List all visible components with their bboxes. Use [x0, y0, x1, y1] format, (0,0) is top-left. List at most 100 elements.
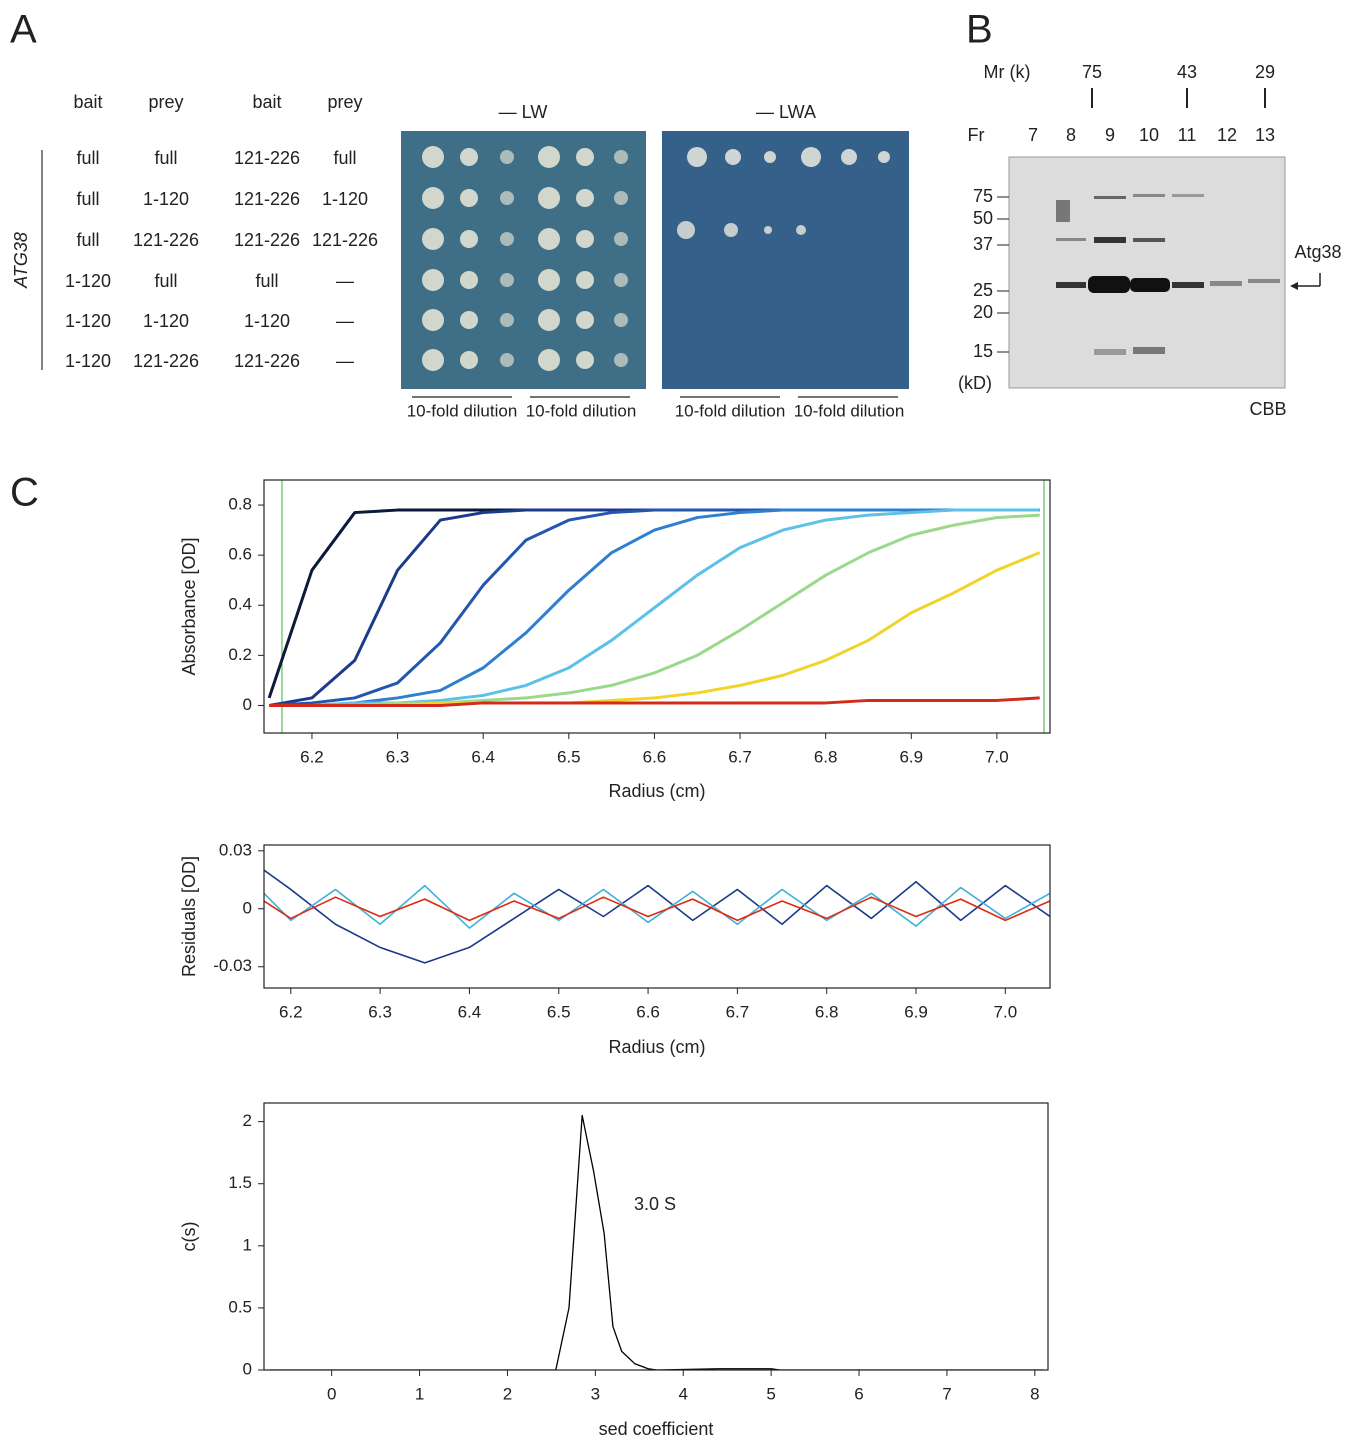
- colony: [460, 351, 478, 369]
- colony: [422, 269, 444, 291]
- y-tick-label: 0: [243, 898, 252, 917]
- fraction-label: Fr: [968, 125, 985, 145]
- fraction: 7: [1028, 125, 1038, 145]
- y-axis-label: c(s): [179, 1222, 199, 1252]
- table-cell: 1-120: [322, 189, 368, 209]
- table-cell: full: [333, 148, 356, 168]
- x-tick-label: 3: [591, 1384, 600, 1403]
- colony: [801, 147, 821, 167]
- table-cell: 121-226: [234, 148, 300, 168]
- colony: [538, 269, 560, 291]
- fraction: 11: [1178, 125, 1197, 145]
- colony: [614, 150, 628, 164]
- column-header: bait: [73, 92, 102, 112]
- kd-marker: 15: [973, 341, 993, 361]
- plate: [662, 131, 909, 389]
- fraction: 10: [1139, 125, 1159, 145]
- colony: [764, 226, 772, 234]
- dilution-label: 10-fold dilution: [526, 401, 637, 420]
- data-line: [269, 696, 1040, 707]
- x-tick-label: 8: [1030, 1384, 1039, 1403]
- y-axis-label: Residuals [OD]: [179, 856, 199, 977]
- y-tick-label: 0.8: [228, 495, 252, 514]
- colony: [576, 271, 594, 289]
- y-tick-label: 2: [243, 1111, 252, 1130]
- x-tick-label: 6.5: [557, 747, 581, 766]
- x-tick-label: 6.3: [386, 747, 410, 766]
- x-tick-label: 6.9: [904, 1002, 928, 1021]
- x-axis-label: sed coefficient: [599, 1419, 714, 1439]
- column-header: bait: [252, 92, 281, 112]
- y-tick-label: 0.6: [228, 545, 252, 564]
- x-tick-label: 7.0: [994, 1002, 1018, 1021]
- x-tick-label: 7: [942, 1384, 951, 1403]
- colony: [576, 148, 594, 166]
- colony: [500, 273, 514, 287]
- y-tick-label: 0: [243, 695, 252, 714]
- x-tick-label: 0: [327, 1384, 336, 1403]
- data-line: [269, 513, 1040, 707]
- colony: [576, 311, 594, 329]
- colony: [422, 309, 444, 331]
- table-cell: 1-120: [143, 311, 189, 331]
- colony: [538, 228, 560, 250]
- plate-title: — LW: [499, 102, 548, 122]
- y-tick-label: 0.5: [228, 1297, 252, 1316]
- table-cell: full: [76, 230, 99, 250]
- kd-unit: (kD): [958, 373, 992, 393]
- data-line: [264, 896, 1050, 922]
- x-tick-label: 6.7: [726, 1002, 750, 1021]
- x-tick-label: 7.0: [985, 747, 1009, 766]
- colony: [422, 228, 444, 250]
- dilution-label: 10-fold dilution: [407, 401, 518, 420]
- x-tick-label: 5: [766, 1384, 775, 1403]
- gene-label: ATG38: [11, 232, 31, 289]
- table-cell: 1-120: [65, 311, 111, 331]
- colony: [614, 273, 628, 287]
- kd-marker: 37: [973, 234, 993, 254]
- x-axis-label: Radius (cm): [608, 1037, 705, 1057]
- y-tick-label: 1.5: [228, 1173, 252, 1192]
- colony: [576, 230, 594, 248]
- colony: [422, 146, 444, 168]
- mr-label: Mr (k): [984, 62, 1031, 82]
- x-tick-label: 6.8: [815, 1002, 839, 1021]
- colony: [460, 230, 478, 248]
- y-tick-label: 0: [243, 1359, 252, 1378]
- x-tick-label: 6.6: [636, 1002, 660, 1021]
- colony: [500, 191, 514, 205]
- colony: [841, 149, 857, 165]
- table-cell: full: [154, 148, 177, 168]
- fraction: 12: [1217, 125, 1237, 145]
- table-cell: full: [76, 148, 99, 168]
- colony: [460, 148, 478, 166]
- y-tick-label: -0.03: [213, 956, 252, 975]
- table-cell: 121-226: [133, 230, 199, 250]
- plot-area: [267, 480, 1045, 733]
- panel-label: B: [966, 8, 993, 52]
- table-cell: 121-226: [234, 230, 300, 250]
- table-cell: —: [336, 351, 354, 371]
- mr-marker: 29: [1255, 62, 1275, 82]
- x-tick-label: 4: [679, 1384, 688, 1403]
- kd-marker: 75: [973, 186, 993, 206]
- colony: [422, 349, 444, 371]
- colony: [538, 309, 560, 331]
- plate: [401, 131, 646, 389]
- y-tick-label: 1: [243, 1235, 252, 1254]
- colony: [764, 151, 776, 163]
- table-cell: full: [255, 271, 278, 291]
- fraction: 8: [1066, 125, 1076, 145]
- table-cell: 121-226: [234, 351, 300, 371]
- colony: [687, 147, 707, 167]
- colony: [460, 271, 478, 289]
- arrow-head: [1290, 282, 1298, 290]
- x-tick-label: 6.4: [471, 747, 495, 766]
- x-tick-label: 6.6: [643, 747, 667, 766]
- colony: [500, 353, 514, 367]
- fraction: 9: [1105, 125, 1115, 145]
- y-axis-label: Absorbance [OD]: [179, 537, 199, 675]
- dilution-label: 10-fold dilution: [794, 401, 905, 420]
- kd-marker: 50: [973, 208, 993, 228]
